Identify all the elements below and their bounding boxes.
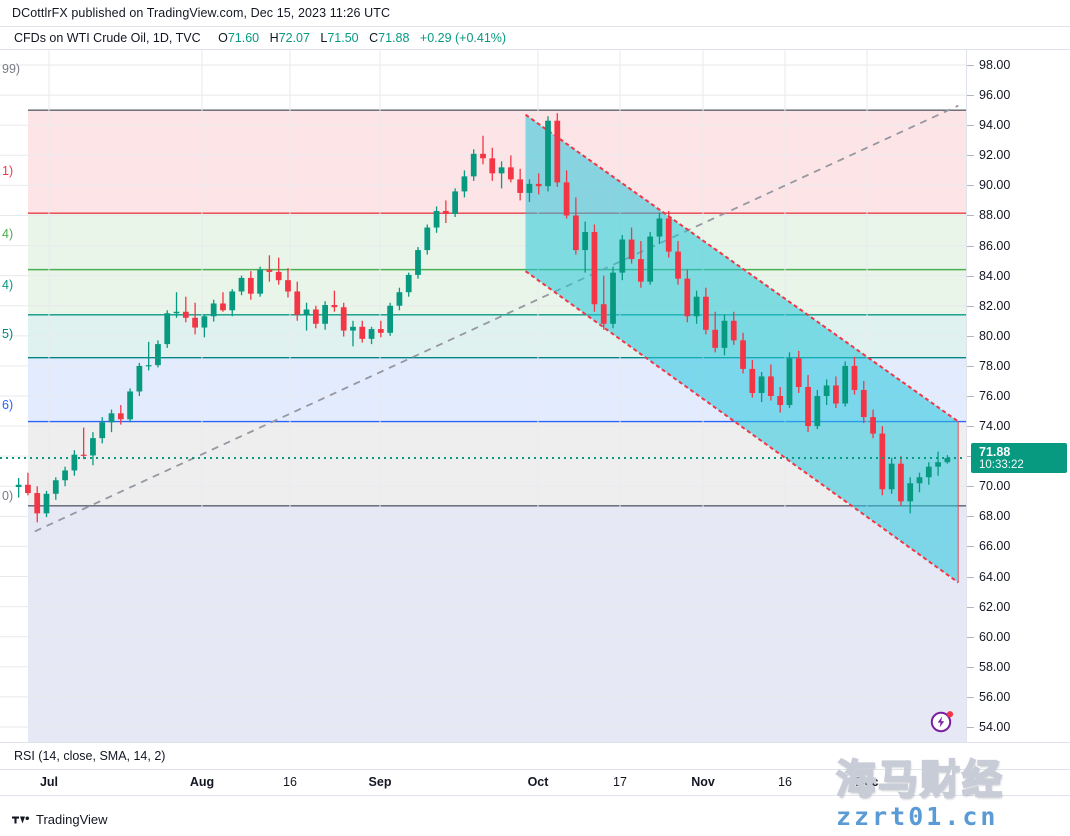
- price-tick: 54.00: [967, 720, 1010, 734]
- high-label: H: [269, 31, 279, 45]
- price-tick: 98.00: [967, 58, 1010, 72]
- symbol-legend: CFDs on WTI Crude Oil, 1D, TVC O71.60 H7…: [14, 31, 506, 45]
- tradingview-brand-text: TradingView: [36, 812, 108, 827]
- tradingview-logo: TradingView: [12, 812, 108, 827]
- time-tick: Nov: [691, 775, 715, 789]
- price-tick: 80.00: [967, 329, 1010, 343]
- price-tick: 58.00: [967, 660, 1010, 674]
- publisher-line: DCottlrFX published on TradingView.com, …: [12, 6, 391, 20]
- low-value: 71.50: [327, 31, 359, 45]
- fib-light-green-zone: [28, 213, 966, 271]
- time-tick: Dec: [855, 775, 879, 789]
- ascending-trendline[interactable]: [34, 104, 959, 533]
- price-badge-value: 71.88: [979, 444, 1011, 459]
- price-tick: 92.00: [967, 148, 1010, 162]
- fib-level-label-6: 0): [2, 489, 13, 503]
- rocket-badge-icon[interactable]: [930, 709, 954, 733]
- price-tick: 78.00: [967, 359, 1010, 373]
- time-tick: Oct: [527, 775, 549, 789]
- price-tick: 86.00: [967, 239, 1010, 253]
- time-tick: 16: [283, 775, 297, 789]
- time-tick: 17: [613, 775, 627, 789]
- chart-legend-bar: CFDs on WTI Crude Oil, 1D, TVC O71.60 H7…: [0, 26, 1070, 50]
- price-tick: 96.00: [967, 88, 1010, 102]
- open-value: 71.60: [227, 31, 260, 45]
- price-tick: 74.00: [967, 419, 1010, 433]
- price-tick: 94.00: [967, 118, 1010, 132]
- time-tick: Aug: [189, 775, 215, 789]
- close-label: C: [369, 31, 379, 45]
- current-price-badge[interactable]: 71.88 10:33:22: [971, 442, 1067, 473]
- time-tick: Jul: [39, 775, 59, 789]
- fib-level-label-4: 5): [2, 327, 13, 341]
- price-tick: 70.00: [967, 479, 1010, 493]
- tradingview-logo-icon: [12, 816, 29, 823]
- price-tick: 68.00: [967, 509, 1010, 523]
- fib-level-label-0: 99): [2, 62, 20, 76]
- price-tick: 66.00: [967, 539, 1010, 553]
- fib-green-zone: [28, 269, 966, 316]
- price-scale[interactable]: 98.00 96.00 94.00 92.00 90.00 88.00 86.00 84.00…: [966, 50, 1070, 742]
- price-tick: 62.00: [967, 600, 1010, 614]
- price-tick: 64.00: [967, 570, 1010, 584]
- price-tick: 76.00: [967, 389, 1010, 403]
- time-tick: Sep: [368, 775, 392, 789]
- support-lavender-zone: [28, 505, 966, 742]
- price-tick: 60.00: [967, 630, 1010, 644]
- time-tick: 16: [778, 775, 792, 789]
- high-value: 72.07: [278, 31, 310, 45]
- change-value: +0.29 (+0.41%): [419, 31, 507, 45]
- fib-level-label-2: 4): [2, 227, 13, 241]
- price-badge-countdown: 10:33:22: [979, 458, 1024, 471]
- price-tick: 90.00: [967, 178, 1010, 192]
- price-tick: 82.00: [967, 299, 1010, 313]
- candlestick-svg: 99) 1) 4) 4) 5) 6) 0): [0, 50, 966, 742]
- symbol-label: CFDs on WTI Crude Oil, 1D, TVC: [14, 31, 201, 45]
- footer: TradingView: [0, 800, 1070, 836]
- rsi-indicator-pane[interactable]: RSI (14, close, SMA, 14, 2): [0, 742, 1070, 770]
- fib-level-label-5: 6): [2, 398, 13, 412]
- fib-level-label-1: 1): [2, 164, 13, 178]
- candlestick-series[interactable]: [15, 113, 951, 523]
- price-tick: 88.00: [967, 208, 1010, 222]
- price-tick: 56.00: [967, 690, 1010, 704]
- low-label: L: [320, 31, 328, 45]
- rsi-indicator-label: RSI (14, close, SMA, 14, 2): [14, 749, 166, 763]
- price-chart-plot[interactable]: 99) 1) 4) 4) 5) 6) 0): [0, 50, 966, 742]
- price-tick: 84.00: [967, 269, 1010, 283]
- close-value: 71.88: [378, 31, 410, 45]
- open-label: O: [218, 31, 228, 45]
- fib-level-label-3: 4): [2, 278, 13, 292]
- resistance-red-zone: [28, 110, 966, 214]
- time-axis[interactable]: Jul Aug 16 Sep Oct 17 Nov 16 Dec: [0, 770, 1070, 796]
